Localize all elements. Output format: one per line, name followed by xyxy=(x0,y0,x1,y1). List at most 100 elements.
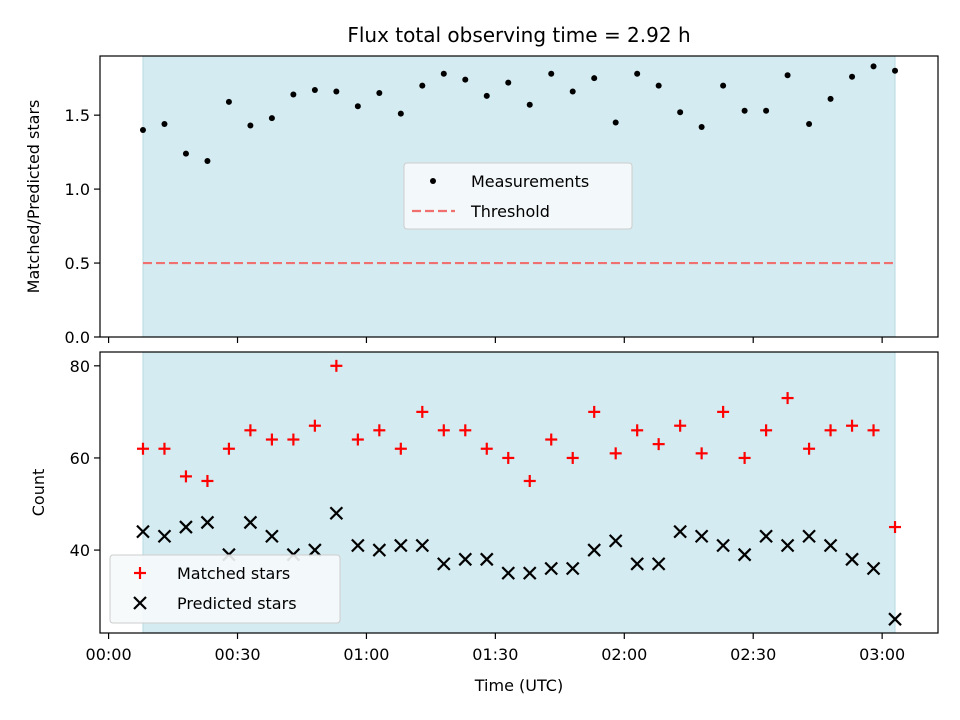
matched-star-point xyxy=(351,433,364,446)
bottom-y-tick-label: 80 xyxy=(70,357,90,376)
chart-title: Flux total observing time = 2.92 h xyxy=(347,23,690,47)
matched-star-point xyxy=(416,405,429,418)
predicted-star-point xyxy=(565,561,580,576)
predicted-star-point xyxy=(888,612,902,626)
matched-star-point xyxy=(437,424,450,437)
matched-star-point xyxy=(846,419,859,432)
measurement-point xyxy=(763,107,770,114)
bottom-x-tick-label: 02:00 xyxy=(601,645,647,664)
measurement-point xyxy=(677,109,684,116)
bottom-y-tick-label: 40 xyxy=(70,541,90,560)
predicted-star-point xyxy=(265,529,279,544)
predicted-star-point xyxy=(544,561,559,576)
top-axes-frame xyxy=(99,55,939,338)
measurement-point xyxy=(268,115,275,122)
predicted-star-point xyxy=(608,534,623,548)
legend-label-predicted-stars: Predicted stars xyxy=(177,594,297,613)
predicted-star-point xyxy=(243,515,258,530)
predicted-star-point xyxy=(308,543,322,557)
predicted-star-point xyxy=(157,529,172,544)
legend-marker-matched-stars xyxy=(134,567,146,579)
matched-star-point xyxy=(308,419,321,432)
matched-star-point xyxy=(222,442,235,455)
measurement-point xyxy=(247,122,254,129)
measurement-point xyxy=(204,158,211,165)
predicted-star-point xyxy=(501,566,516,580)
measurement-point xyxy=(741,107,748,114)
measurement-point xyxy=(440,70,447,77)
x-axis-label: Time (UTC) xyxy=(474,676,563,695)
measurement-point xyxy=(591,75,598,82)
measurement-point xyxy=(612,119,619,126)
top-x-ticks xyxy=(107,337,883,343)
measurement-point xyxy=(419,82,426,89)
measurement-point xyxy=(462,76,469,83)
matched-star-point xyxy=(158,442,171,455)
matched-star-point xyxy=(609,447,622,460)
matched-star-point xyxy=(201,474,214,487)
predicted-star-point xyxy=(694,529,709,544)
measurement-point xyxy=(505,79,512,86)
legend-marker-measurements xyxy=(430,178,436,184)
predicted-star-point xyxy=(479,552,494,567)
bottom-legend-box xyxy=(109,554,341,624)
bottom-y-ticks: 40 60 80 xyxy=(70,357,100,560)
measurement-point xyxy=(548,70,555,77)
matched-star-point xyxy=(588,405,601,418)
matched-star-point xyxy=(502,451,515,464)
matched-star-point xyxy=(394,442,407,455)
measurement-point xyxy=(182,150,189,157)
measurement-point xyxy=(698,123,705,130)
measurement-point xyxy=(354,103,361,110)
legend-marker-predicted-stars xyxy=(133,596,147,610)
bottom-x-ticks: 00:00 00:30 01:00 01:30 02:00 02:30 03:00 xyxy=(86,633,905,664)
matched-star-point xyxy=(330,359,343,372)
matched-star-point xyxy=(803,442,816,455)
measurement-point xyxy=(827,95,834,102)
measurement-point xyxy=(870,63,877,70)
predicted-star-point xyxy=(737,547,752,562)
bottom-x-tick-label: 00:00 xyxy=(86,645,132,664)
measurement-point xyxy=(376,89,383,96)
predicted-star-point xyxy=(673,524,687,539)
matched-star-point xyxy=(136,442,149,455)
legend-label-measurements: Measurements xyxy=(471,172,589,191)
bottom-x-tick-label: 01:30 xyxy=(472,645,518,664)
measurement-point xyxy=(290,91,297,98)
top-y-ticks: 0.0 0.5 1.0 1.5 xyxy=(65,106,100,347)
matched-star-point xyxy=(824,424,837,437)
top-legend-box xyxy=(403,162,633,230)
measurement-point xyxy=(161,121,168,128)
matched-star-point xyxy=(244,424,257,437)
measurement-point xyxy=(849,73,856,80)
matched-star-point xyxy=(373,424,386,437)
measurement-point xyxy=(655,82,662,89)
measurement-point xyxy=(483,92,490,99)
measurement-point xyxy=(892,67,899,74)
predicted-star-point xyxy=(372,543,387,557)
matched-star-point xyxy=(717,405,730,418)
predicted-star-point xyxy=(587,543,601,557)
predicted-star-point xyxy=(394,538,408,553)
bottom-marks xyxy=(136,359,902,626)
top-legend: Measurements Threshold xyxy=(403,162,633,230)
matched-star-point xyxy=(867,424,880,437)
matched-star-point xyxy=(760,424,773,437)
bottom-x-tick-label: 01:00 xyxy=(343,645,389,664)
predicted-star-point xyxy=(759,529,773,544)
predicted-star-point xyxy=(522,566,537,580)
bottom-x-tick-label: 03:00 xyxy=(859,645,905,664)
predicted-star-point xyxy=(630,557,644,571)
measurement-point xyxy=(311,87,318,94)
matched-star-point xyxy=(459,424,472,437)
predicted-star-point xyxy=(179,520,193,534)
top-y-tick-label: 1.5 xyxy=(65,106,90,125)
predicted-star-point xyxy=(716,538,730,553)
matched-star-point xyxy=(781,392,794,405)
measurement-point xyxy=(784,72,791,79)
predicted-star-point xyxy=(437,557,451,571)
measurement-point xyxy=(569,88,576,95)
predicted-star-point xyxy=(866,561,881,576)
legend-label-matched-stars: Matched stars xyxy=(177,564,290,583)
measurement-point xyxy=(720,82,727,89)
